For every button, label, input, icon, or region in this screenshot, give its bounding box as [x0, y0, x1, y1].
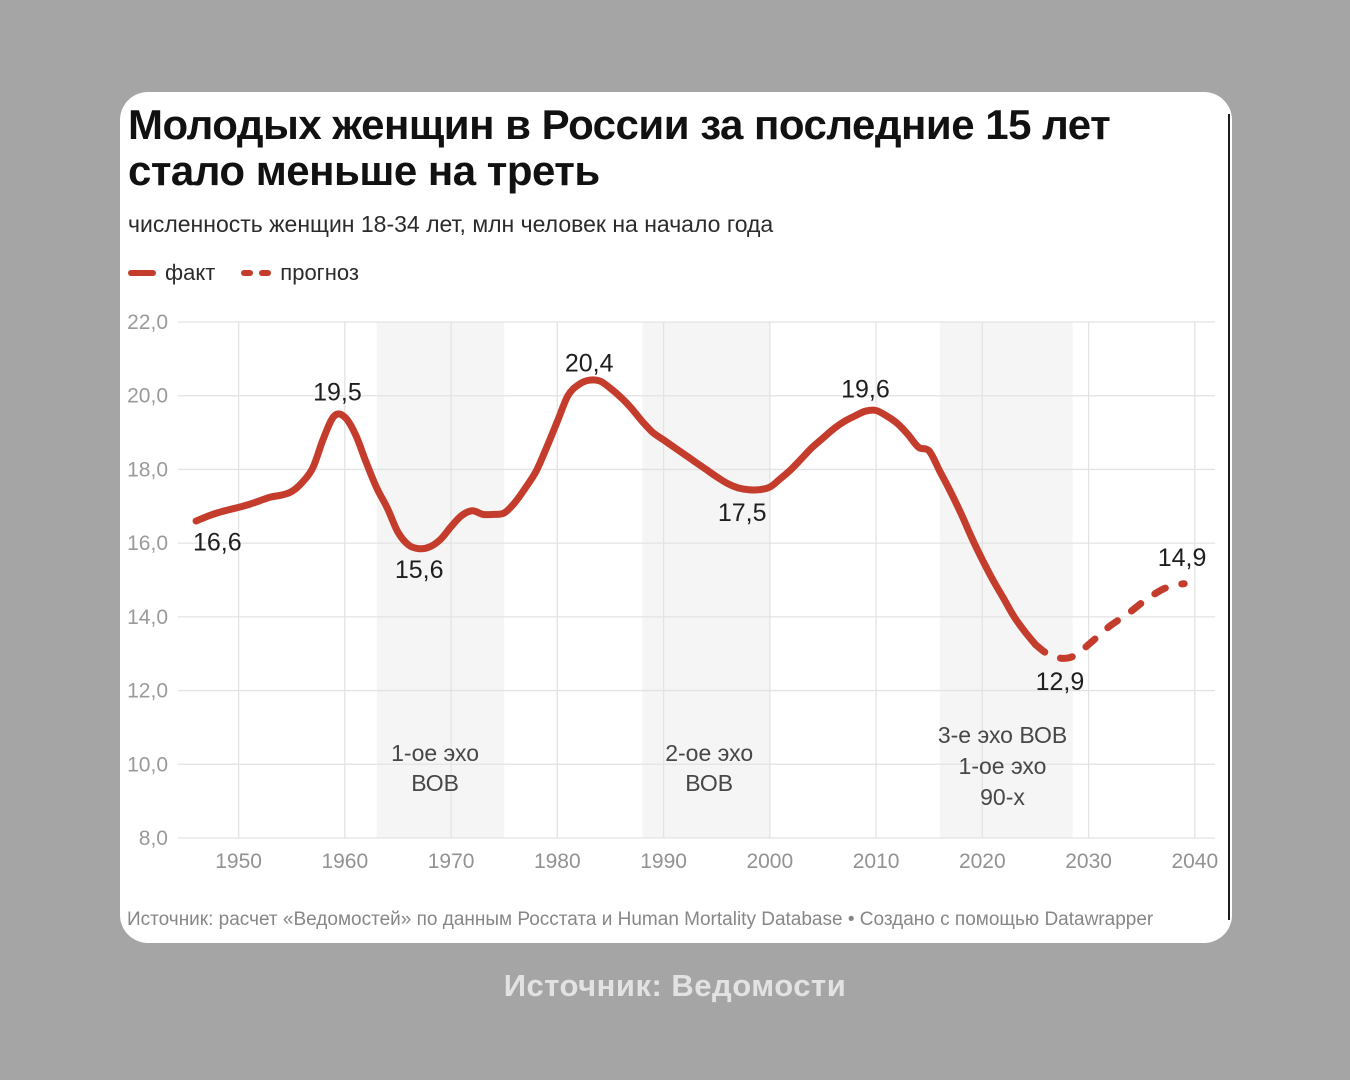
svg-text:16,6: 16,6: [193, 528, 242, 556]
svg-text:ВОВ: ВОВ: [685, 770, 733, 796]
svg-text:2010: 2010: [853, 850, 900, 873]
svg-text:1970: 1970: [428, 850, 475, 873]
image-caption: Источник: Ведомости: [503, 968, 847, 1003]
gridlines: [178, 321, 1215, 839]
source-note: Источник: расчет «Ведомостей» по данным …: [127, 909, 1154, 930]
svg-text:14,0: 14,0: [127, 606, 168, 629]
svg-text:19,6: 19,6: [841, 375, 890, 403]
svg-text:ВОВ: ВОВ: [411, 770, 459, 796]
chart-card: Молодых женщин в России за последние 15 …: [120, 92, 1232, 943]
svg-text:19,5: 19,5: [313, 378, 362, 406]
svg-text:20,0: 20,0: [127, 385, 168, 408]
x-axis-labels: 1950 1960 1970 1980 1990 2000 2010 2020 2030 2040: [215, 850, 1218, 873]
svg-text:2-ое эхо: 2-ое эхо: [665, 740, 753, 766]
svg-text:18,0: 18,0: [127, 458, 168, 481]
svg-text:8,0: 8,0: [139, 827, 168, 850]
svg-text:1-ое эхо: 1-ое эхо: [391, 740, 479, 766]
svg-text:16,0: 16,0: [127, 532, 168, 555]
solid-line-swatch-icon: [128, 270, 156, 276]
svg-text:12,9: 12,9: [1036, 668, 1085, 696]
svg-text:17,5: 17,5: [718, 499, 767, 527]
svg-text:1980: 1980: [534, 850, 581, 873]
legend-label-forecast: прогноз: [280, 260, 359, 285]
legend-item-forecast: прогноз: [241, 260, 359, 286]
chart-legend: факт прогноз: [128, 260, 359, 286]
chart-subtitle: численность женщин 18-34 лет, млн челове…: [128, 211, 774, 237]
svg-text:15,6: 15,6: [395, 556, 444, 584]
forecast-line: [1031, 580, 1188, 662]
svg-text:1-ое эхо: 1-ое эхо: [959, 753, 1047, 779]
dashed-line-swatch-icon: [241, 270, 272, 276]
svg-text:20,4: 20,4: [565, 350, 614, 378]
legend-label-fact: факт: [165, 260, 216, 285]
svg-text:2000: 2000: [746, 850, 793, 873]
svg-text:10,0: 10,0: [127, 753, 168, 776]
svg-text:22,0: 22,0: [127, 312, 168, 334]
data-lines: [192, 376, 1188, 662]
svg-text:1950: 1950: [215, 850, 262, 873]
card-edge-line: [1228, 114, 1230, 920]
svg-text:12,0: 12,0: [127, 680, 168, 703]
svg-text:90-х: 90-х: [980, 784, 1025, 810]
svg-text:1990: 1990: [640, 850, 687, 873]
svg-text:14,9: 14,9: [1158, 544, 1207, 572]
y-axis-labels: 8,0 10,0 12,0 14,0 16,0 18,0 20,0 22,0: [127, 312, 168, 850]
point-labels: 16,6 19,5 15,6 20,4 17,5 19,6 12,9 14,9: [193, 350, 1206, 697]
chart-title: Молодых женщин в России за последние 15 …: [128, 101, 1111, 194]
svg-text:2040: 2040: [1171, 850, 1218, 873]
legend-item-fact: факт: [128, 260, 215, 286]
era-annotations: 1-ое эхо ВОВ 2-ое эхо ВОВ 3-е эхо ВОВ 1-ое эх…: [391, 722, 1067, 810]
svg-text:2030: 2030: [1065, 850, 1112, 873]
svg-text:2020: 2020: [959, 850, 1006, 873]
svg-text:1960: 1960: [321, 850, 368, 873]
svg-text:3-е эхо ВОВ: 3-е эхо ВОВ: [938, 722, 1067, 748]
fact-line: [192, 376, 1039, 648]
